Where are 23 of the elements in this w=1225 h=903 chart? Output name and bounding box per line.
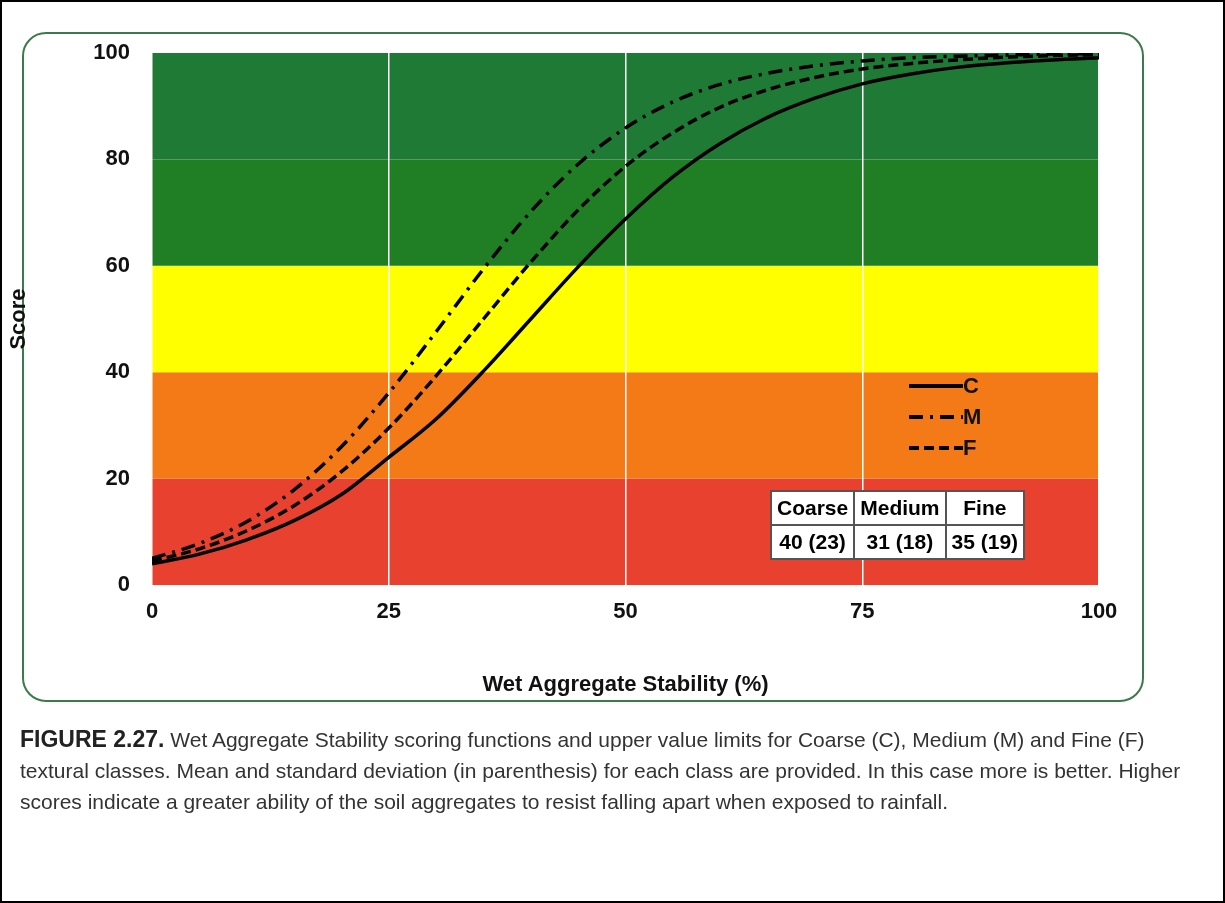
x-tick-label: 0 bbox=[145, 598, 159, 624]
y-tick-label: 0 bbox=[117, 571, 130, 597]
x-axis-title: Wet Aggregate Stability (%) bbox=[482, 670, 769, 696]
y-tick-label: 40 bbox=[105, 358, 130, 384]
caption: FIGURE 2.27. bbox=[20, 726, 165, 752]
y-axis-title: Score bbox=[5, 288, 31, 350]
legend-label: C bbox=[963, 372, 979, 399]
legend-label: F bbox=[963, 434, 977, 461]
y-tick-label: 100 bbox=[93, 39, 130, 65]
legend-label: M bbox=[963, 403, 982, 430]
y-tick-label: 60 bbox=[105, 251, 130, 277]
x-tick-label: 75 bbox=[850, 598, 875, 624]
y-tick-label: 80 bbox=[105, 145, 130, 171]
annotation: Coarse bbox=[771, 491, 855, 525]
annotation: 40 (23) bbox=[771, 525, 855, 559]
x-tick-label: 50 bbox=[613, 598, 638, 624]
x-tick-label: 25 bbox=[376, 598, 401, 624]
y-tick-label: 20 bbox=[105, 464, 130, 490]
annotation: Fine bbox=[945, 491, 1025, 525]
annotation: Medium bbox=[854, 491, 946, 525]
x-tick-label: 100 bbox=[1080, 598, 1118, 624]
annotation: 31 (18) bbox=[854, 525, 946, 559]
annotation: 35 (19) bbox=[945, 525, 1025, 559]
